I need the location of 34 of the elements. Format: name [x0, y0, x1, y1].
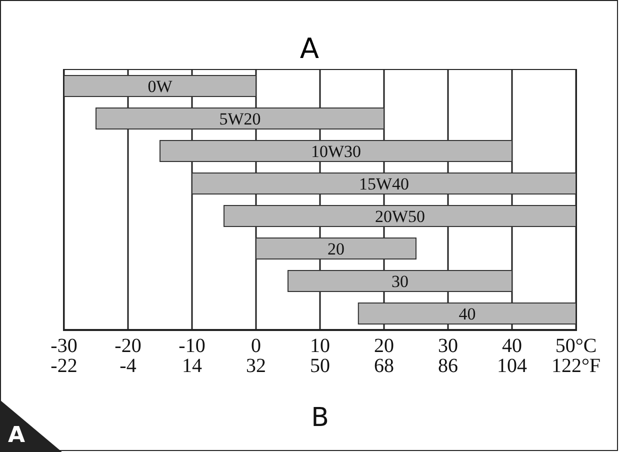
x2-tick-label: 86	[438, 355, 458, 378]
x-tick-label: -30	[50, 335, 78, 358]
x-tick-label: 10	[310, 335, 330, 358]
bar	[358, 302, 576, 325]
bar	[288, 270, 512, 292]
x-tick-label: 50°C	[555, 335, 597, 358]
bar	[64, 75, 256, 98]
bar	[256, 238, 416, 260]
bar	[96, 108, 384, 130]
bar	[224, 205, 576, 228]
bar	[192, 172, 576, 195]
y-tick-label: 5W20	[219, 110, 261, 129]
x2-tick-label: 122°F	[551, 355, 601, 378]
x-tick-label: -10	[178, 335, 206, 358]
y-tick-label: 0W	[148, 77, 174, 96]
chart-title: A	[298, 32, 320, 65]
x-tick-label: -20	[114, 335, 142, 358]
x-tick-label: 30	[438, 335, 458, 358]
x2-tick-label: -22	[50, 355, 78, 378]
x2-tick-label: -4	[120, 355, 136, 378]
y-tick-label: 30	[392, 272, 408, 292]
bar	[160, 140, 512, 162]
y-tick-label: 15W40	[358, 174, 410, 194]
x-axis-title: B	[311, 403, 329, 433]
x-tick-label: 0	[251, 335, 261, 358]
x2-tick-label: 14	[182, 355, 202, 378]
x2-tick-label: 32	[246, 355, 266, 378]
x2-tick-label: 68	[374, 355, 394, 378]
x2-tick-label: 104	[497, 355, 527, 378]
x2-tick-label: 50	[310, 355, 330, 378]
y-tick-label: 20W50	[374, 207, 426, 226]
corner-tab: A	[0, 400, 62, 452]
x-tick-label: 40	[502, 335, 522, 358]
y-tick-label: 10W30	[310, 142, 362, 162]
